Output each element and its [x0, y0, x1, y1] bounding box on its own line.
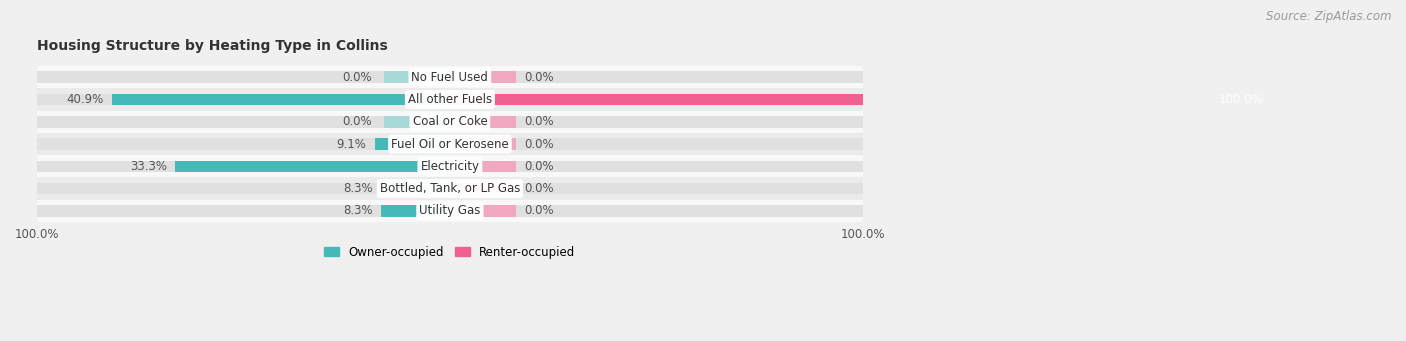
Text: Electricity: Electricity	[420, 160, 479, 173]
Text: Coal or Coke: Coal or Coke	[412, 115, 488, 128]
Bar	[112, 94, 450, 105]
Bar	[37, 94, 862, 105]
Bar	[384, 71, 450, 83]
Bar	[37, 155, 862, 177]
Bar	[450, 138, 516, 150]
Text: Bottled, Tank, or LP Gas: Bottled, Tank, or LP Gas	[380, 182, 520, 195]
Text: 8.3%: 8.3%	[343, 182, 373, 195]
Text: Fuel Oil or Kerosene: Fuel Oil or Kerosene	[391, 137, 509, 150]
Text: 8.3%: 8.3%	[343, 204, 373, 218]
Bar	[450, 116, 516, 128]
Bar	[37, 133, 862, 155]
Bar	[37, 200, 862, 222]
Text: 100.0%: 100.0%	[1218, 93, 1263, 106]
Text: No Fuel Used: No Fuel Used	[412, 71, 488, 84]
Bar	[381, 205, 450, 217]
Bar	[450, 71, 516, 83]
Text: 0.0%: 0.0%	[524, 71, 554, 84]
Text: Housing Structure by Heating Type in Collins: Housing Structure by Heating Type in Col…	[37, 39, 388, 53]
Text: 0.0%: 0.0%	[524, 204, 554, 218]
Text: 0.0%: 0.0%	[524, 115, 554, 128]
Text: 40.9%: 40.9%	[67, 93, 104, 106]
Bar	[450, 205, 516, 217]
Bar	[37, 71, 862, 83]
Bar	[37, 205, 862, 217]
Bar	[37, 138, 862, 150]
Bar	[37, 116, 862, 128]
Text: 0.0%: 0.0%	[524, 182, 554, 195]
Bar	[37, 183, 862, 194]
Bar	[37, 110, 862, 133]
Text: 0.0%: 0.0%	[524, 137, 554, 150]
Text: 9.1%: 9.1%	[336, 137, 367, 150]
Bar	[37, 177, 862, 200]
Bar	[450, 183, 516, 194]
Bar	[450, 161, 516, 172]
Bar	[450, 94, 1275, 105]
Text: 33.3%: 33.3%	[129, 160, 167, 173]
Bar	[375, 138, 450, 150]
Bar	[384, 116, 450, 128]
Text: Source: ZipAtlas.com: Source: ZipAtlas.com	[1267, 10, 1392, 23]
Bar	[37, 161, 862, 172]
Text: 0.0%: 0.0%	[524, 160, 554, 173]
Bar	[37, 66, 862, 88]
Bar	[176, 161, 450, 172]
Text: Utility Gas: Utility Gas	[419, 204, 481, 218]
Bar	[37, 88, 862, 110]
Text: 0.0%: 0.0%	[342, 115, 371, 128]
Text: 0.0%: 0.0%	[342, 71, 371, 84]
Text: All other Fuels: All other Fuels	[408, 93, 492, 106]
Legend: Owner-occupied, Renter-occupied: Owner-occupied, Renter-occupied	[319, 241, 581, 263]
Bar	[381, 183, 450, 194]
